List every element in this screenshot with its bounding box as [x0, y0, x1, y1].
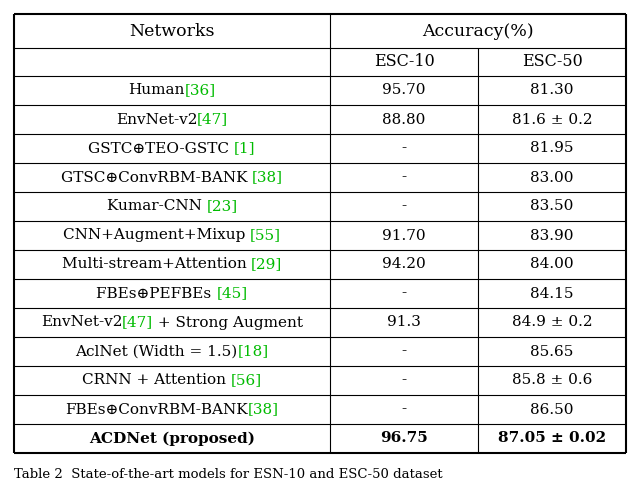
Text: 86.50: 86.50	[531, 403, 573, 416]
Text: 85.65: 85.65	[531, 345, 573, 359]
Text: 83.00: 83.00	[531, 170, 573, 184]
Text: ACDNet (proposed): ACDNet (proposed)	[89, 431, 255, 446]
Text: 87.05 ± 0.02: 87.05 ± 0.02	[498, 431, 606, 446]
Text: 84.15: 84.15	[531, 286, 573, 301]
Text: [36]: [36]	[184, 83, 216, 98]
Text: [18]: [18]	[237, 345, 269, 359]
Text: Accuracy(%): Accuracy(%)	[422, 22, 534, 40]
Text: [23]: [23]	[206, 200, 237, 214]
Text: Multi-stream+Attention: Multi-stream+Attention	[61, 258, 251, 271]
Text: -: -	[401, 403, 406, 416]
Text: 84.00: 84.00	[530, 258, 574, 271]
Text: Table 2  State-of-the-art models for ESN-10 and ESC-50 dataset: Table 2 State-of-the-art models for ESN-…	[14, 468, 443, 482]
Text: Kumar-CNN: Kumar-CNN	[107, 200, 206, 214]
Text: CNN+Augment+Mixup: CNN+Augment+Mixup	[63, 228, 250, 243]
Text: Networks: Networks	[129, 22, 215, 40]
Text: [45]: [45]	[216, 286, 248, 301]
Text: [47]: [47]	[122, 316, 154, 329]
Text: 81.6 ± 0.2: 81.6 ± 0.2	[512, 113, 592, 126]
Text: EnvNet-v2: EnvNet-v2	[116, 113, 197, 126]
Text: 96.75: 96.75	[380, 431, 428, 446]
Text: 83.50: 83.50	[531, 200, 573, 214]
Text: [55]: [55]	[250, 228, 281, 243]
Text: ESC-50: ESC-50	[522, 54, 582, 70]
Text: -: -	[401, 345, 406, 359]
Text: 94.20: 94.20	[382, 258, 426, 271]
Text: Human: Human	[128, 83, 184, 98]
Text: -: -	[401, 142, 406, 156]
Text: 95.70: 95.70	[382, 83, 426, 98]
Text: ESC-10: ESC-10	[374, 54, 435, 70]
Text: 84.9 ± 0.2: 84.9 ± 0.2	[512, 316, 592, 329]
Text: [47]: [47]	[197, 113, 228, 126]
Text: [38]: [38]	[252, 170, 283, 184]
Text: EnvNet-v2: EnvNet-v2	[41, 316, 122, 329]
Text: [38]: [38]	[248, 403, 279, 416]
Text: 81.30: 81.30	[531, 83, 573, 98]
Text: [29]: [29]	[251, 258, 282, 271]
Text: 81.95: 81.95	[531, 142, 573, 156]
Text: -: -	[401, 170, 406, 184]
Text: [56]: [56]	[231, 373, 262, 387]
Text: 83.90: 83.90	[531, 228, 573, 243]
Text: CRNN + Attention: CRNN + Attention	[82, 373, 231, 387]
Text: -: -	[401, 373, 406, 387]
Text: + Strong Augment: + Strong Augment	[154, 316, 303, 329]
Text: 88.80: 88.80	[382, 113, 426, 126]
Text: GTSC⊕ConvRBM-BANK: GTSC⊕ConvRBM-BANK	[61, 170, 252, 184]
Text: -: -	[401, 200, 406, 214]
Text: -: -	[401, 286, 406, 301]
Text: FBEs⊕ConvRBM-BANK: FBEs⊕ConvRBM-BANK	[65, 403, 248, 416]
Text: 85.8 ± 0.6: 85.8 ± 0.6	[512, 373, 592, 387]
Text: 91.3: 91.3	[387, 316, 421, 329]
Text: FBEs⊕PEFBEs: FBEs⊕PEFBEs	[97, 286, 216, 301]
Text: [1]: [1]	[234, 142, 256, 156]
Text: 91.70: 91.70	[382, 228, 426, 243]
Text: AclNet (Width = 1.5): AclNet (Width = 1.5)	[76, 345, 237, 359]
Text: GSTC⊕TEO-GSTC: GSTC⊕TEO-GSTC	[88, 142, 234, 156]
